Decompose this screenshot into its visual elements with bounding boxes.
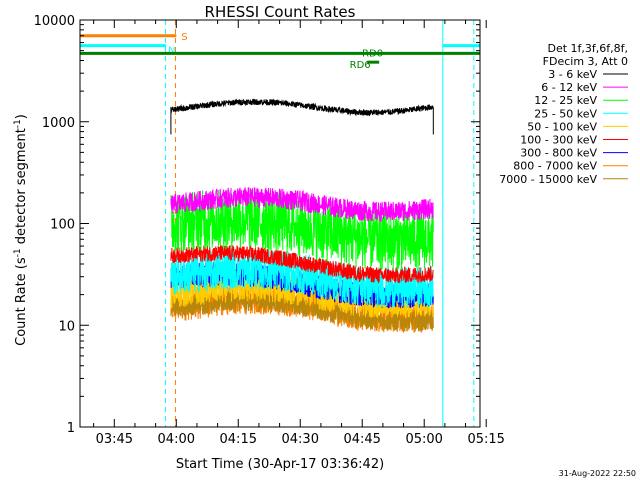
y-tick-label: 10 <box>58 319 75 334</box>
footer-timestamp: 31-Aug-2022 22:50 <box>559 469 636 478</box>
x-tick-label: 05:00 <box>405 432 442 447</box>
chart-title: RHESSI Count Rates <box>205 3 356 21</box>
x-tick-label: 04:15 <box>220 432 257 447</box>
night-flag-label: N <box>168 46 175 57</box>
series-line-100-300-keV <box>170 244 434 285</box>
legend-entry-label: 3 - 6 keV <box>548 68 597 81</box>
legend-entry-label: 800 - 7000 keV <box>513 160 597 173</box>
legend-entry-label: 7000 - 15000 keV <box>499 173 597 186</box>
series-line-6-12-keV <box>170 187 434 222</box>
legend-entry-label: 12 - 25 keV <box>534 94 597 107</box>
x-tick-label: 04:30 <box>282 432 319 447</box>
legend-entry-label: 50 - 100 keV <box>527 120 597 133</box>
series-line-3-6-keV <box>170 98 434 117</box>
x-tick-label: 03:45 <box>96 432 133 447</box>
legend-entry-label: 300 - 800 keV <box>520 147 597 160</box>
legend-entry-label: 6 - 12 keV <box>541 81 597 94</box>
x-tick-label: 05:15 <box>467 432 504 447</box>
x-axis-label: Start Time (30-Apr-17 03:36:42) <box>176 457 384 472</box>
saa-flag-label: S <box>181 32 187 43</box>
y-tick-label: 10000 <box>34 14 75 29</box>
legend-entry-label: 100 - 300 keV <box>520 134 597 147</box>
y-axis-label: Count Rate (s-1 detector segment-1) <box>13 114 29 346</box>
y-axis-label-part: detector segment <box>14 128 29 248</box>
legend-entry-label: 25 - 50 keV <box>534 107 597 120</box>
y-tick-label: 100 <box>50 218 75 233</box>
y-axis-label-part: ) <box>14 114 29 119</box>
y-axis-label-superscript: -1 <box>13 248 23 257</box>
legend: Det 1f,3f,6f,8f,FDecim 3, Att 03 - 6 keV… <box>499 42 628 186</box>
x-tick-label: 04:00 <box>158 432 195 447</box>
decimation-label: RD0 <box>362 48 383 59</box>
decimation-label: RD6 <box>350 60 371 71</box>
y-axis-label-part: Count Rate (s <box>14 257 29 346</box>
x-tick-label: 04:45 <box>343 432 380 447</box>
y-axis-label-superscript: -1 <box>13 119 23 128</box>
axis-layer: 03:45 04:00 04:15 04:30 04:45 05:00 05:15 1 10 10… <box>34 14 505 447</box>
legend-header-line: FDecim 3, Att 0 <box>543 55 628 68</box>
y-tick-label: 1 <box>67 421 75 436</box>
y-tick-label: 1000 <box>42 116 75 131</box>
legend-header-line: Det 1f,3f,6f,8f, <box>547 42 628 55</box>
